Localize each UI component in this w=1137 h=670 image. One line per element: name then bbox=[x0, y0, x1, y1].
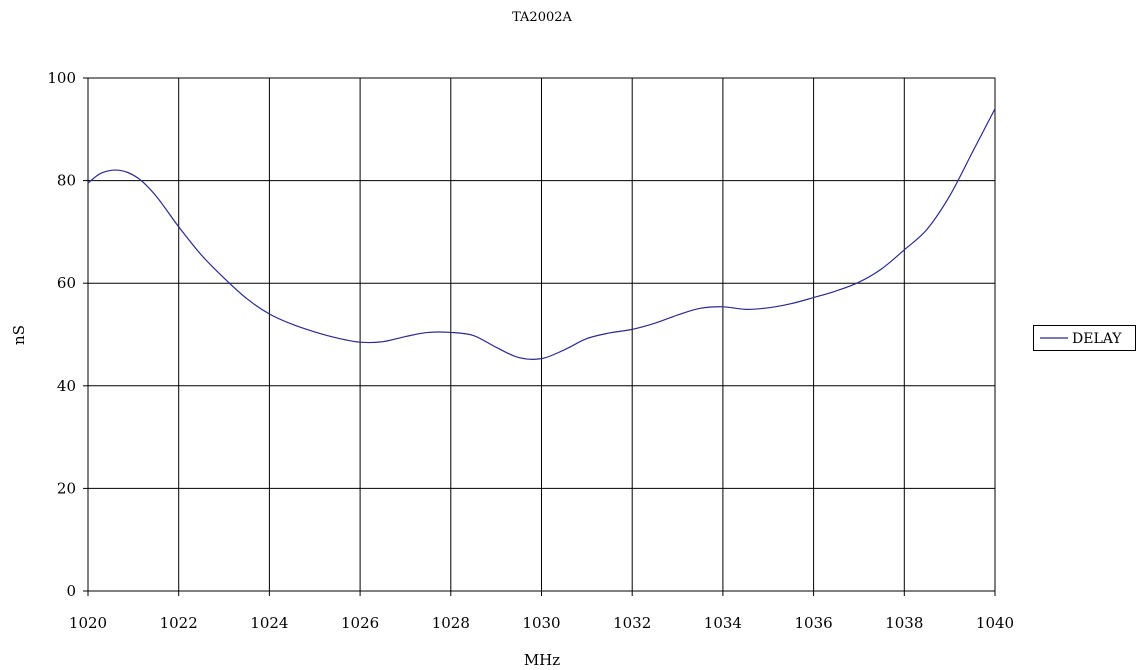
data-point bbox=[337, 337, 338, 338]
series-line-delay bbox=[87, 108, 996, 360]
y-tick-label: 80 bbox=[57, 172, 76, 190]
data-point bbox=[269, 313, 270, 314]
data-point bbox=[496, 347, 497, 348]
x-tick-label: 1028 bbox=[432, 614, 470, 632]
data-point bbox=[405, 336, 406, 337]
data-point bbox=[246, 298, 247, 299]
data-point bbox=[178, 226, 179, 227]
chart-title: TA2002A bbox=[512, 10, 572, 25]
x-axis-title: MHz bbox=[524, 651, 560, 669]
data-point bbox=[768, 307, 769, 308]
data-point bbox=[541, 358, 542, 359]
data-point bbox=[836, 290, 837, 291]
data-point bbox=[654, 323, 655, 324]
x-tick-label: 1020 bbox=[69, 614, 107, 632]
data-point bbox=[360, 342, 361, 343]
data-point bbox=[858, 282, 859, 283]
data-point bbox=[813, 297, 814, 298]
data-point bbox=[632, 329, 633, 330]
y-tick-label: 60 bbox=[57, 274, 76, 292]
tick-labels: 1020 1022 1024 1026 1028 1030 1032 1034 1036 1038… bbox=[47, 69, 1014, 632]
data-point bbox=[881, 268, 882, 269]
data-point bbox=[564, 349, 565, 350]
y-tick-label: 20 bbox=[57, 479, 76, 497]
data-point bbox=[677, 314, 678, 315]
data-point bbox=[291, 324, 292, 325]
legend-label: DELAY bbox=[1072, 331, 1122, 347]
data-point bbox=[382, 341, 383, 342]
data-point bbox=[155, 195, 156, 196]
plot-area-border bbox=[87, 77, 996, 592]
y-tick-label: 100 bbox=[47, 69, 76, 87]
series-lines bbox=[87, 108, 996, 360]
x-tick-label: 1038 bbox=[885, 614, 923, 632]
data-point bbox=[745, 309, 746, 310]
y-axis-title: nS bbox=[10, 325, 28, 345]
x-tick-label: 1036 bbox=[795, 614, 833, 632]
data-point bbox=[926, 229, 927, 230]
grid bbox=[83, 77, 996, 596]
data-point bbox=[722, 306, 723, 307]
x-tick-label: 1024 bbox=[250, 614, 288, 632]
data-point bbox=[473, 335, 474, 336]
data-point bbox=[201, 254, 202, 255]
x-tick-label: 1032 bbox=[613, 614, 651, 632]
data-point bbox=[87, 183, 88, 184]
x-tick-label: 1034 bbox=[704, 614, 742, 632]
data-point bbox=[994, 108, 995, 109]
x-tick-label: 1026 bbox=[341, 614, 379, 632]
y-tick-label: 0 bbox=[66, 582, 76, 600]
x-tick-label: 1022 bbox=[160, 614, 198, 632]
data-point bbox=[790, 303, 791, 304]
data-point bbox=[904, 249, 905, 250]
data-point bbox=[518, 357, 519, 358]
data-point bbox=[700, 308, 701, 309]
data-point bbox=[428, 332, 429, 333]
data-point bbox=[586, 338, 587, 339]
x-tick-label: 1040 bbox=[976, 614, 1014, 632]
x-tick-label: 1030 bbox=[522, 614, 560, 632]
data-point bbox=[101, 172, 102, 173]
data-point bbox=[137, 177, 138, 178]
data-point bbox=[119, 170, 120, 171]
y-tick-label: 40 bbox=[57, 377, 76, 395]
data-point bbox=[450, 332, 451, 333]
data-point bbox=[223, 277, 224, 278]
data-point bbox=[314, 331, 315, 332]
data-point bbox=[609, 332, 610, 333]
data-point bbox=[949, 195, 950, 196]
legend: DELAY bbox=[1033, 325, 1136, 351]
data-point bbox=[972, 152, 973, 153]
